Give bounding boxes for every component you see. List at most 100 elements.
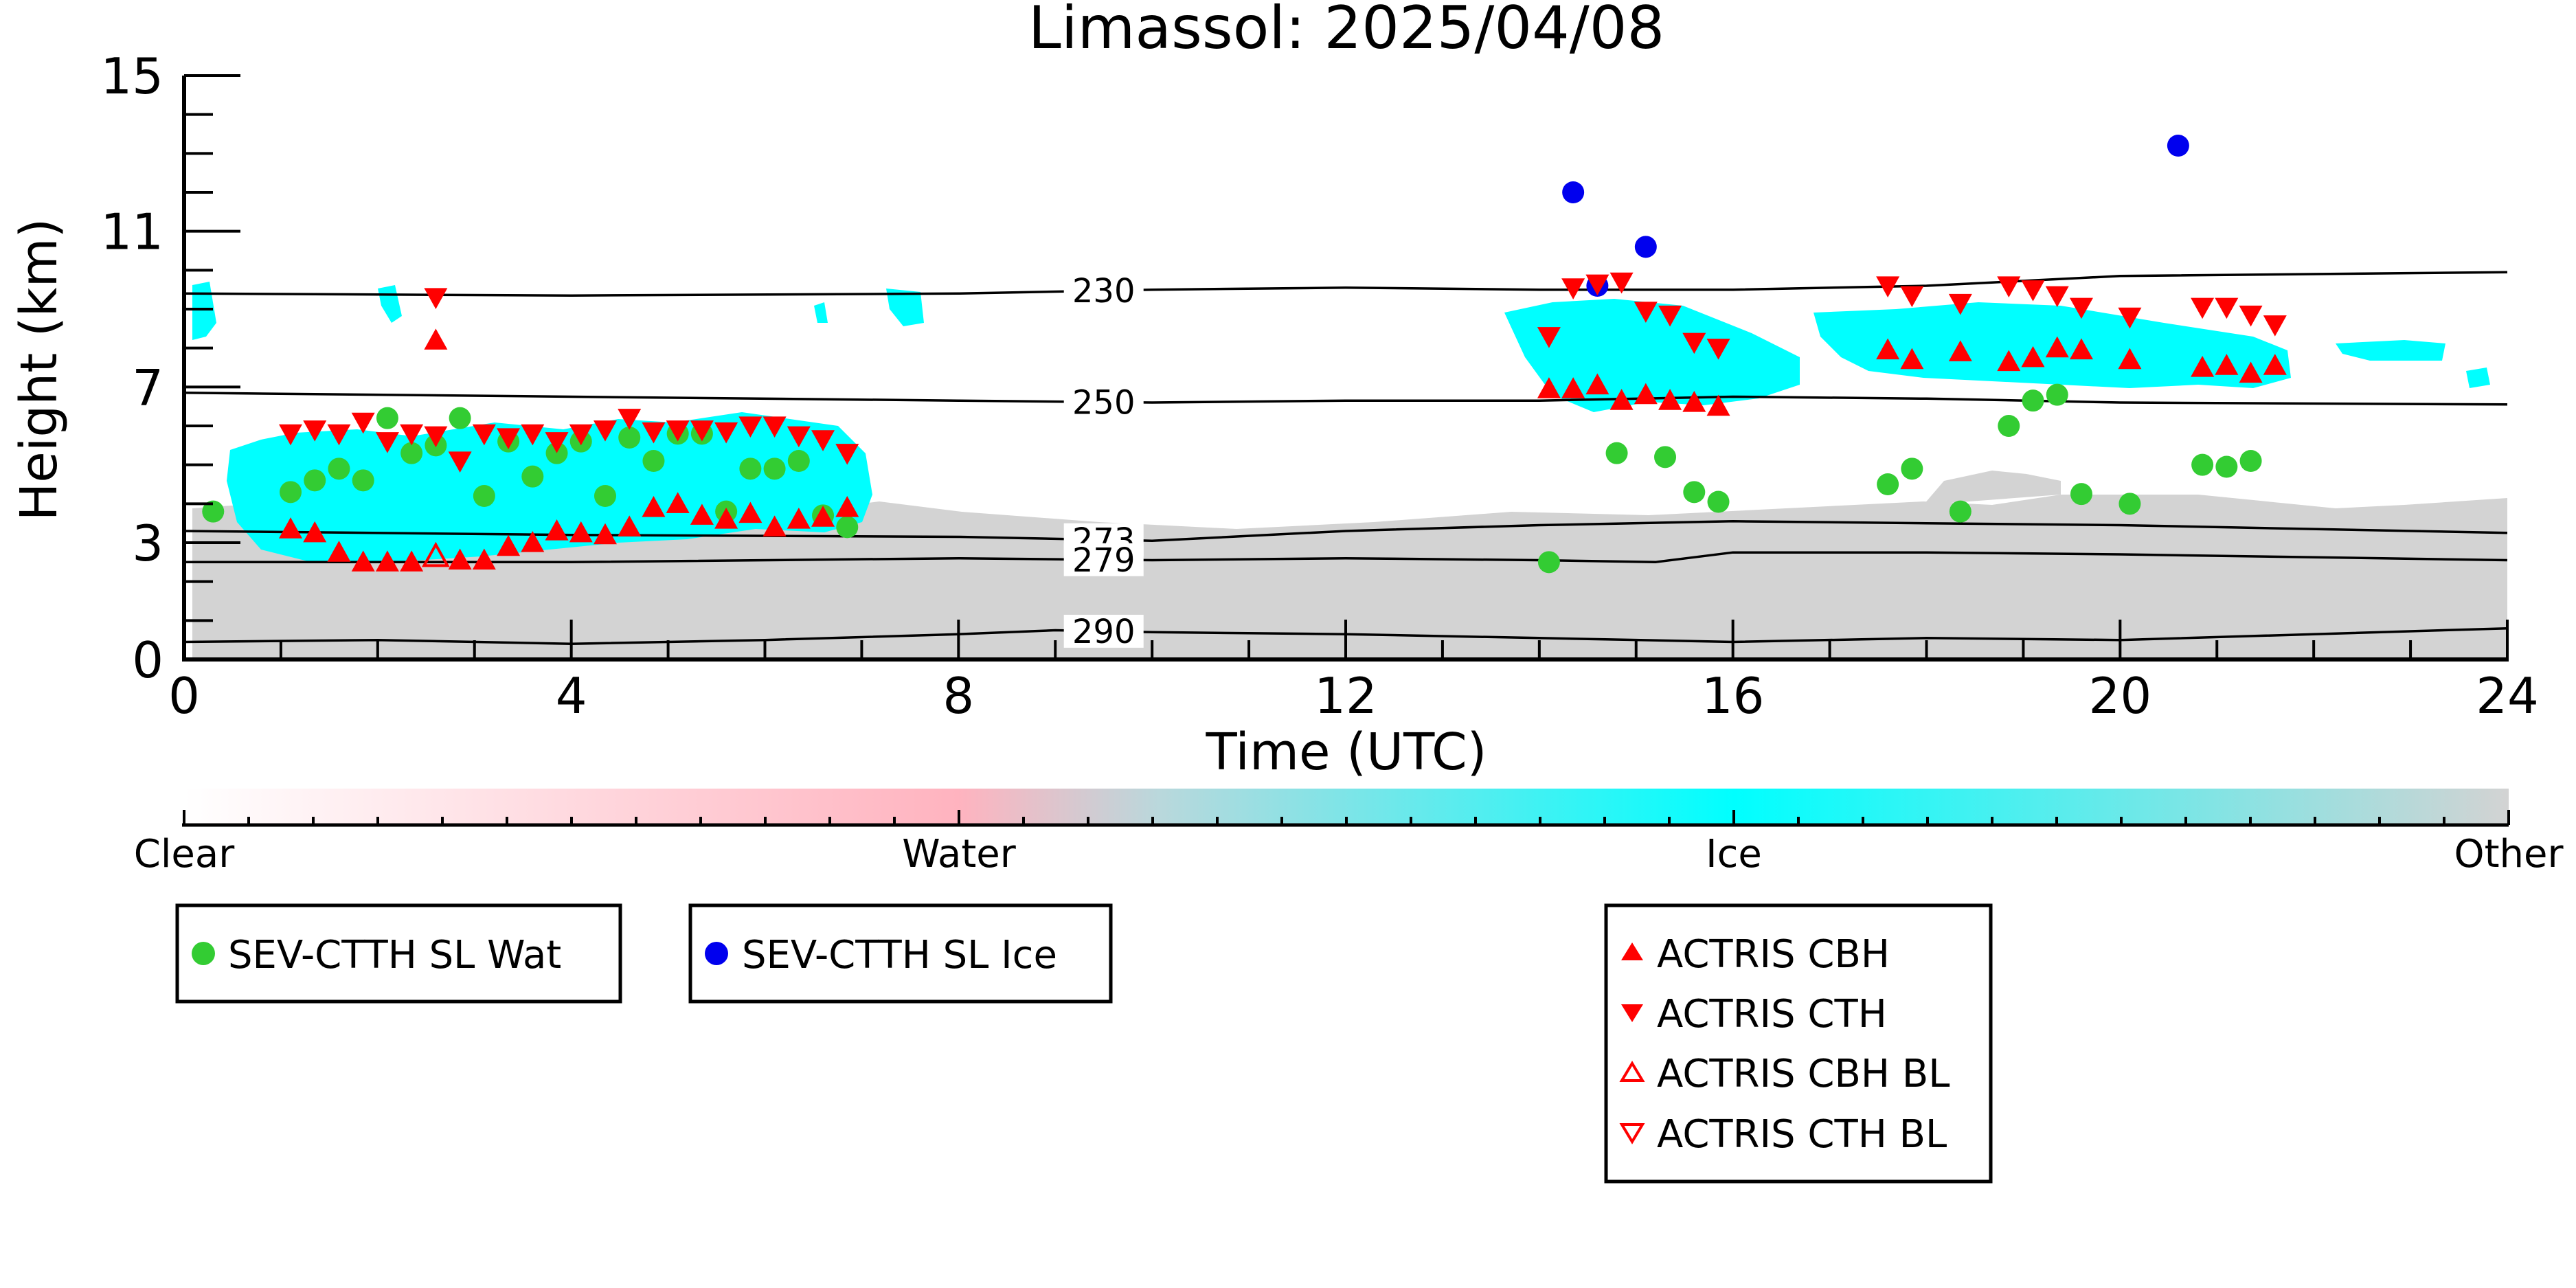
- actris-cbh-point: [1876, 338, 1900, 360]
- actris-cbh-point: [593, 523, 617, 545]
- sev-ctth-sl-wat-point: [2046, 383, 2068, 406]
- sev-ctth-sl-wat-point: [1683, 481, 1706, 504]
- sev-ctth-sl-wat-point: [2022, 389, 2044, 412]
- series-layer: [202, 135, 2287, 574]
- actris-cth-point: [690, 420, 714, 442]
- actris-cth-point: [1876, 276, 1900, 297]
- colorbar-label: Other: [2454, 832, 2564, 877]
- sev-ctth-sl-wat-point: [836, 516, 859, 539]
- actris-cbh-point: [811, 506, 835, 527]
- actris-cbh-point: [1537, 377, 1561, 398]
- legend-marker-blue-circle: [705, 942, 728, 965]
- actris-cth-point: [1537, 327, 1561, 348]
- actris-cbh-bl-point: [421, 541, 450, 567]
- sev-ctth-sl-wat-point: [304, 469, 326, 492]
- actris-cth-point: [1658, 305, 1682, 327]
- x-tick-label: 4: [556, 667, 587, 725]
- isotherm-label-bg: [1063, 614, 1144, 648]
- actris-cbh-point: [618, 515, 642, 536]
- legend-actris: ACTRIS CBH ACTRIS CTH ACTRIS CBH BL ACTR…: [1604, 903, 1993, 1184]
- actris-cth-point: [2263, 315, 2287, 337]
- sev-ctth-sl-wat-point: [2070, 483, 2092, 506]
- actris-cth-point: [2045, 286, 2069, 308]
- actris-cth-point: [424, 288, 448, 309]
- actris-cth-point: [835, 444, 859, 465]
- sev-ctth-sl-wat-point: [642, 450, 665, 472]
- legend-label: ACTRIS CTH: [1657, 992, 1887, 1037]
- actris-cth-point: [1900, 286, 1924, 308]
- actris-cbh-point: [787, 508, 811, 529]
- actris-cbh-point: [2191, 356, 2215, 377]
- legend-sev-wat: SEV-CTTH SL Wat: [175, 903, 622, 1004]
- actris-cth-point: [811, 430, 835, 451]
- x-tick-label: 0: [168, 667, 200, 725]
- actris-cth-point: [618, 409, 642, 430]
- legend-label: SEV-CTTH SL Ice: [742, 933, 1057, 978]
- actris-cth-point: [593, 420, 617, 442]
- actris-cbh-point: [1997, 350, 2021, 372]
- legend-marker-triangle-up-filled: [1621, 942, 1643, 960]
- x-tick-label: 24: [2476, 667, 2539, 725]
- actris-cth-point: [666, 420, 690, 442]
- sev-ctth-sl-wat-point: [1707, 490, 1730, 513]
- y-tick-label: 7: [132, 359, 163, 416]
- actris-cth-point: [521, 424, 545, 446]
- isotherm-label: 290: [1072, 613, 1136, 651]
- sev-ctth-sl-wat-point: [739, 457, 762, 480]
- actris-cth-point: [2021, 280, 2045, 302]
- isotherm-label-bg: [1063, 543, 1144, 576]
- legend-box: [688, 903, 1113, 1004]
- actris-cbh-point: [1609, 389, 1634, 410]
- actris-cth-point: [762, 416, 787, 438]
- actris-cth-point: [545, 432, 569, 453]
- actris-cbh-point: [351, 550, 375, 572]
- sev-ctth-sl-wat-point: [473, 485, 495, 507]
- axes: 0 4 8 12 16 20 24 0 3 7 11 15: [100, 47, 2538, 725]
- chart-title: Limassol: 2025/04/08: [1028, 0, 1664, 63]
- x-tick-label: 12: [1314, 667, 1377, 725]
- actris-cth-point: [2118, 307, 2142, 329]
- x-tick-label: 8: [942, 667, 974, 725]
- actris-cth-point: [1948, 293, 1972, 315]
- actris-cbh-point: [738, 501, 762, 523]
- actris-cth-point: [400, 424, 424, 446]
- actris-cth-point: [738, 416, 762, 438]
- actris-cbh-point: [1948, 340, 1972, 361]
- actris-cth-point: [714, 422, 738, 444]
- actris-cbh-point: [1900, 348, 1924, 370]
- actris-cth-point: [1682, 332, 1706, 354]
- sev-ctth-sl-wat-point: [763, 457, 786, 480]
- legend-label: ACTRIS CBH BL: [1657, 1052, 1950, 1096]
- actris-cth-point: [642, 422, 666, 444]
- colorbar-label: Clear: [134, 832, 235, 877]
- actris-cth-point: [279, 424, 303, 446]
- sev-ctth-sl-wat-point: [400, 442, 423, 464]
- actris-cbh-point: [714, 508, 738, 529]
- actris-cth-point: [1585, 274, 1609, 296]
- sev-ctth-sl-wat-point: [521, 465, 544, 488]
- y-tick-label: 3: [132, 515, 163, 572]
- actris-cth-point: [448, 451, 472, 473]
- sev-ctth-sl-wat-point: [352, 469, 374, 492]
- actris-cth-point: [351, 412, 375, 434]
- actris-cbh-point: [2215, 354, 2239, 375]
- x-ticks: [183, 620, 2509, 659]
- actris-cth-point: [1609, 272, 1634, 294]
- legend-label: SEV-CTTH SL Wat: [228, 933, 561, 978]
- sev-ctth-sl-wat-point: [376, 407, 398, 429]
- actris-cth-point: [1634, 302, 1658, 323]
- actris-cth-point: [472, 424, 496, 446]
- actris-cbh-point: [448, 548, 472, 570]
- actris-cbh-point: [303, 521, 327, 543]
- sev-ctth-sl-wat-point: [787, 450, 810, 472]
- actris-cth-point: [569, 424, 593, 446]
- actris-cbh-point: [1658, 389, 1682, 410]
- isotherm-label-bg: [1063, 385, 1144, 419]
- legend-box: [175, 903, 622, 1004]
- actris-cbh-point: [279, 517, 303, 539]
- actris-cbh-point: [666, 492, 690, 513]
- actris-cbh-point: [2069, 338, 2093, 360]
- sev-ctth-sl-wat-point: [1998, 415, 2020, 437]
- actris-cth-point: [2069, 297, 2093, 319]
